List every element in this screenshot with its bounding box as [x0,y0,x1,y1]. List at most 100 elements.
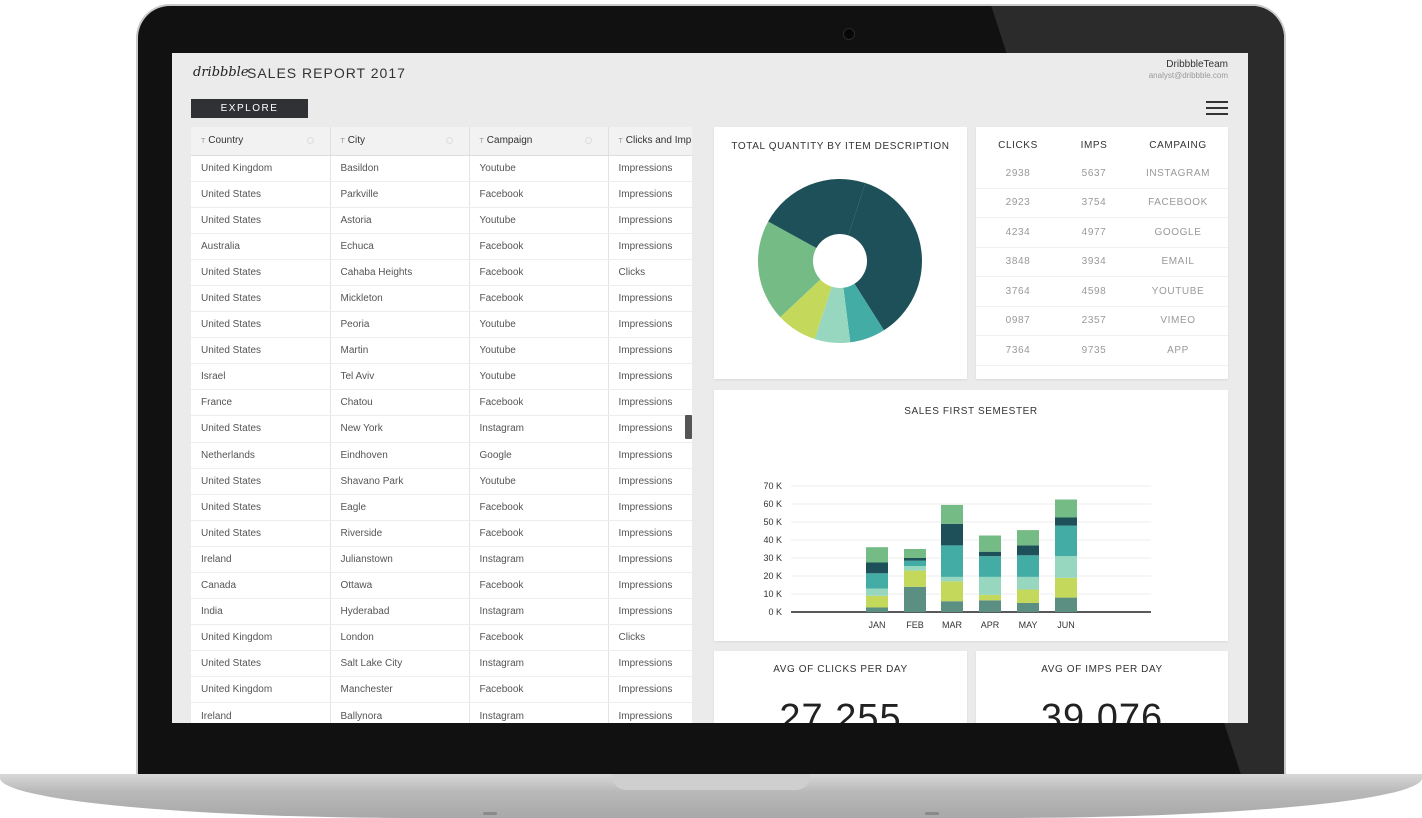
explore-button[interactable]: EXPLORE [191,99,308,118]
bar-segment[interactable] [1017,589,1039,604]
text-type-icon: T [340,138,345,146]
x-tick-label: JUN [1057,620,1075,630]
table-scrollbar-handle[interactable] [685,415,692,439]
column-header[interactable]: T Country [191,127,331,156]
table-cell: Salt Lake City [330,650,470,678]
campaign-cell: VIMEO [1160,315,1196,327]
bar-segment[interactable] [866,562,888,574]
pie-slice[interactable] [814,286,851,343]
pie-slice[interactable] [768,179,866,248]
bar-segment[interactable] [1055,597,1077,612]
table-row[interactable]: Ireland Julianstown Instagram Impressions [191,546,692,574]
bar-segment[interactable] [866,573,888,589]
bar-segment[interactable] [979,600,1001,612]
column-filter-icon[interactable] [584,137,592,145]
column-header[interactable]: T City [330,127,470,156]
table-row[interactable]: Canada Ottawa Facebook Impressions [191,572,692,600]
table-cell: Youtube [469,311,609,339]
column-filter-icon[interactable] [306,137,314,145]
bar-segment[interactable] [1055,499,1077,518]
user-name[interactable]: DribbbleTeam [1166,59,1228,70]
table-row[interactable]: United States Riverside Facebook Impression… [191,520,692,547]
bar-segment[interactable] [904,549,926,558]
bar-segment[interactable] [1017,603,1039,612]
bar-segment[interactable] [1055,577,1077,598]
pie-slice[interactable] [780,279,832,339]
bar-segment[interactable] [941,545,963,577]
bar-segment[interactable] [1017,576,1039,590]
bar-segment[interactable] [866,607,888,613]
x-tick-label: APR [981,620,1000,630]
bar-segment[interactable] [979,576,1001,595]
pie-slice[interactable] [848,183,922,331]
bar-segment[interactable] [979,556,1001,577]
table-row[interactable]: United Kingdom Manchester Facebook Impressi… [191,676,692,704]
bar-segment[interactable] [904,566,926,571]
table-row[interactable]: United States Astoria Youtube Impressions [191,207,692,234]
table-row[interactable]: United States New York Instagram Impression… [191,415,692,443]
table-row[interactable]: Netherlands Eindhoven Google Impressions [191,442,692,469]
bar-segment[interactable] [904,560,926,567]
table-cell: Ireland [191,546,331,574]
pie-chart-title: TOTAL QUANTITY BY ITEM DESCRIPTION [731,141,950,152]
bar-segment[interactable] [904,558,926,561]
table-row[interactable]: United States Parkville Facebook Impression… [191,181,692,208]
table-row[interactable]: Ireland Ballynora Instagram Impressions [191,702,692,723]
bar-segment[interactable] [1055,517,1077,526]
campaign-cell: 4977 [1081,226,1107,238]
table-cell: United States [191,520,331,547]
pie-slice[interactable] [843,283,884,343]
column-filter-icon[interactable] [445,137,453,145]
clicks-header: CLICKS [998,140,1038,151]
bar-segment[interactable] [904,570,926,587]
table-row[interactable]: United States Shavano Park Youtube Impressi… [191,468,692,495]
bar-segment[interactable] [1017,545,1039,556]
bar-segment[interactable] [1055,556,1077,578]
table-cell: Facebook [469,572,609,600]
bar-segment[interactable] [1055,525,1077,557]
table-cell: India [191,598,331,626]
bar-segment[interactable] [941,523,963,546]
bar-segment[interactable] [941,504,963,524]
table-cell: Google [469,442,609,469]
table-row[interactable]: United Kingdom London Facebook Clicks [191,624,692,652]
table-row[interactable]: United States Martin Youtube Impressions [191,337,692,365]
bar-segment[interactable] [866,547,888,563]
table-row[interactable]: United States Peoria Youtube Impressions [191,311,692,339]
table-row[interactable]: United States Salt Lake City Instagram Impr… [191,650,692,678]
table-row[interactable]: Israel Tel Aviv Youtube Impressions [191,363,692,391]
hamburger-menu-icon[interactable] [1206,101,1228,116]
table-row[interactable]: Australia Echuca Facebook Impressions [191,233,692,260]
y-tick-label: 10 K [763,589,782,599]
bar-segment[interactable] [866,595,888,608]
y-tick-label: 40 K [763,535,782,545]
data-table[interactable]: T Country T City T Campaign T Clicks and Imp Un… [191,127,692,723]
table-row[interactable]: India Hyderabad Instagram Impressions [191,598,692,626]
bar-segment[interactable] [904,586,926,612]
bar-segment[interactable] [979,551,1001,557]
bar-segment[interactable] [1017,530,1039,546]
campaign-row: 0987 2357 VIMEO [976,307,1228,336]
table-cell: Australia [191,233,331,260]
bar-segment[interactable] [979,535,1001,552]
column-header-label: Campaign [486,135,533,147]
pie-slice[interactable] [758,221,821,318]
table-row[interactable]: France Chatou Facebook Impressions [191,389,692,417]
table-row[interactable]: United States Mickleton Facebook Impression… [191,285,692,313]
dribbble-logo[interactable]: dribbble [193,65,249,80]
campaign-cell: 3764 [1005,285,1031,297]
table-row[interactable]: United States Eagle Facebook Impressions [191,494,692,521]
bar-segment[interactable] [1017,555,1039,577]
column-header[interactable]: T Clicks and Imp [608,127,692,156]
bar-segment[interactable] [941,581,963,602]
table-row[interactable]: United Kingdom Basildon Youtube Impressions [191,155,692,182]
column-header[interactable]: T Campaign [469,127,609,156]
bar-segment[interactable] [979,594,1001,601]
campaign-cell: EMAIL [1161,256,1195,268]
bar-segment[interactable] [941,601,963,612]
table-row[interactable]: United States Cahaba Heights Facebook Click… [191,259,692,286]
table-cell: Impressions [608,285,692,313]
table-cell: Ireland [191,702,331,723]
bar-segment[interactable] [866,588,888,596]
bar-segment[interactable] [941,576,963,582]
